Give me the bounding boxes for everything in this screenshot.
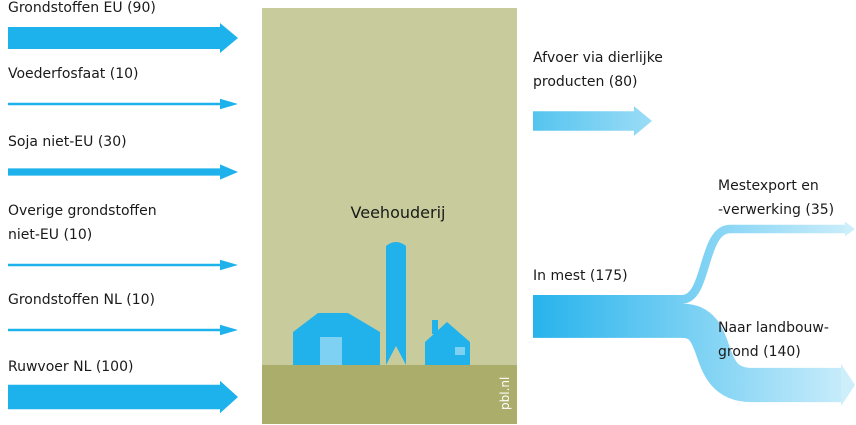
output-arrow bbox=[533, 106, 652, 136]
flow-label: niet-EU (10) bbox=[8, 227, 92, 243]
export-flow bbox=[682, 229, 846, 299]
flow-label: Mestexport en bbox=[718, 178, 819, 194]
flow-label: grond (140) bbox=[718, 344, 801, 360]
flow-label: Overige grondstoffen bbox=[8, 203, 157, 219]
input-arrow bbox=[8, 23, 238, 53]
flow-label: Grondstoffen EU (90) bbox=[8, 0, 156, 16]
flow-label: Grondstoffen NL (10) bbox=[8, 292, 155, 308]
center-title: Veehouderij bbox=[351, 203, 446, 222]
credit: pbl.nl bbox=[498, 377, 512, 410]
ground bbox=[262, 365, 517, 424]
flow-label: Voederfosfaat (10) bbox=[8, 66, 138, 82]
input-arrow bbox=[8, 381, 238, 414]
flow-label: -verwerking (35) bbox=[718, 202, 834, 218]
land-head bbox=[841, 364, 855, 406]
diagram: Veehouderij pbl.nl Grondstoffen EU (90) V… bbox=[0, 0, 856, 425]
input-arrow bbox=[8, 325, 238, 335]
export-head bbox=[845, 222, 855, 237]
input-arrow bbox=[8, 99, 238, 109]
manure-flow bbox=[533, 295, 683, 338]
flow-label: Ruwvoer NL (100) bbox=[8, 359, 133, 375]
flow-label: Afvoer via dierlijke bbox=[533, 50, 663, 66]
flow-label: Naar landbouw- bbox=[718, 320, 829, 336]
flow-label: Soja niet-EU (30) bbox=[8, 134, 127, 150]
input-arrow bbox=[8, 260, 238, 270]
flow-label: producten (80) bbox=[533, 74, 638, 90]
flow-label: In mest (175) bbox=[533, 268, 628, 284]
input-arrow bbox=[8, 164, 238, 179]
